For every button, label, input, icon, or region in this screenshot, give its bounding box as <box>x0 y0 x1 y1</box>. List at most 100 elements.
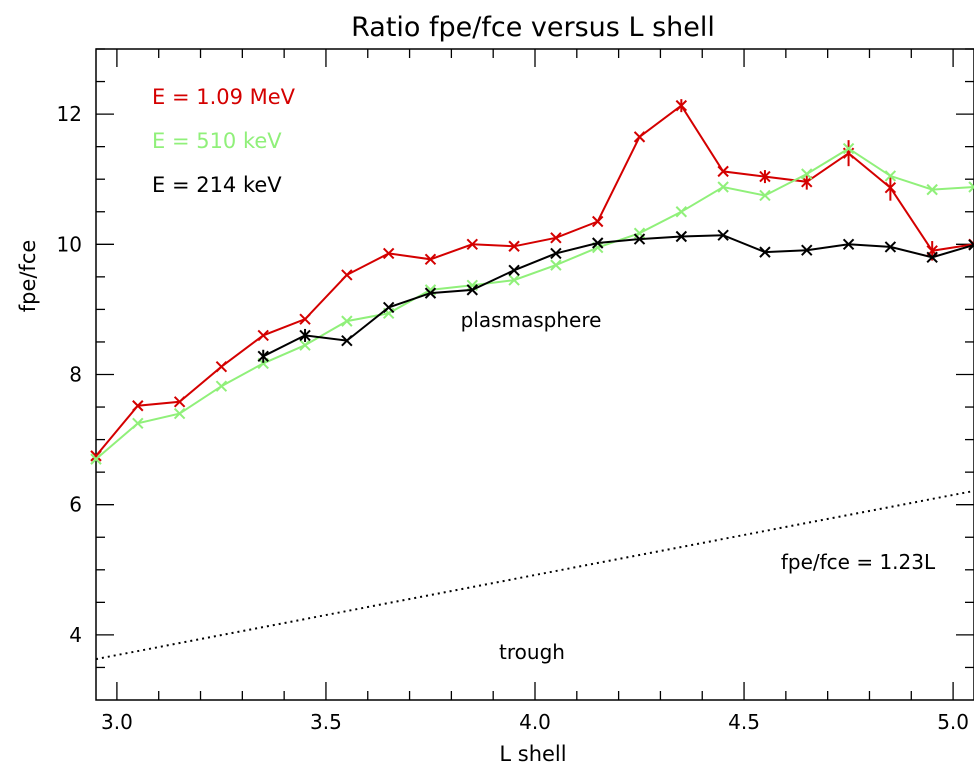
data-point <box>717 165 729 178</box>
data-point <box>424 253 437 265</box>
marker-stroke <box>675 206 688 218</box>
data-point <box>592 215 604 228</box>
chart-title: Ratio fpe/fce versus L shell <box>351 12 715 43</box>
x-tick-label: 4.5 <box>728 710 760 734</box>
marker-stroke <box>508 240 520 252</box>
series-2 <box>90 142 974 465</box>
marker-stroke <box>173 396 186 408</box>
series-line <box>95 104 974 457</box>
marker-stroke <box>299 339 311 351</box>
series-3 <box>257 229 974 363</box>
marker-stroke <box>884 241 897 253</box>
marker-stroke <box>633 233 646 245</box>
data-point <box>132 400 144 412</box>
marker-stroke <box>215 380 228 392</box>
x-axis-label: L shell <box>499 742 566 766</box>
marker-stroke <box>215 360 228 373</box>
reference-line-path <box>95 489 974 661</box>
data-point <box>675 99 688 113</box>
y-tick-label: 12 <box>57 102 82 126</box>
data-point <box>675 206 688 218</box>
data-point <box>466 284 478 296</box>
x-tick-label: 5.0 <box>937 710 969 734</box>
data-point <box>759 170 771 184</box>
data-point <box>508 274 520 286</box>
annotation-formula: fpe/fce = 1.23L <box>781 550 936 574</box>
marker-stroke <box>466 279 478 292</box>
data-point <box>550 232 562 244</box>
data-point <box>633 233 646 245</box>
x-tick-label: 3.0 <box>101 710 133 734</box>
data-point <box>717 229 729 241</box>
marker-stroke <box>466 238 478 251</box>
data-point <box>299 313 311 325</box>
data-point <box>801 244 813 256</box>
data-point <box>382 301 395 314</box>
data-point <box>466 238 478 251</box>
marker-stroke <box>90 453 102 465</box>
data-point <box>424 287 437 299</box>
marker-stroke <box>842 142 855 155</box>
data-point <box>90 453 102 465</box>
marker-stroke <box>842 238 855 251</box>
data-point <box>550 259 562 271</box>
marker-stroke <box>717 181 729 193</box>
data-point <box>173 407 186 420</box>
marker-stroke <box>592 237 604 249</box>
data-point <box>884 174 897 201</box>
marker-stroke <box>90 450 102 462</box>
data-point <box>759 189 771 202</box>
marker-stroke <box>926 183 938 196</box>
marker-stroke <box>299 313 311 325</box>
data-point <box>675 230 688 243</box>
marker-stroke <box>926 251 938 264</box>
marker-stroke <box>466 284 478 296</box>
data-point <box>215 360 228 373</box>
marker-stroke <box>132 417 144 430</box>
series-line <box>262 234 974 358</box>
data-point <box>508 264 520 277</box>
marker-stroke <box>341 334 353 347</box>
data-point <box>968 239 974 251</box>
marker-stroke <box>675 230 688 243</box>
series-group <box>90 99 974 465</box>
marker-stroke <box>132 400 144 412</box>
marker-stroke <box>382 247 395 260</box>
data-point <box>341 315 353 327</box>
reference-line <box>95 489 974 661</box>
data-point <box>801 168 813 180</box>
series-line <box>95 147 974 460</box>
marker-stroke <box>341 315 353 327</box>
marker-stroke <box>717 165 729 178</box>
data-point <box>341 269 353 281</box>
marker-stroke <box>550 259 562 271</box>
data-point <box>257 329 269 342</box>
marker-stroke <box>508 274 520 286</box>
marker-stroke <box>633 131 646 143</box>
data-point <box>257 349 269 363</box>
marker-stroke <box>759 246 771 258</box>
data-point <box>132 417 144 430</box>
x-tick-label: 4.0 <box>519 710 551 734</box>
y-tick-label: 8 <box>69 363 82 387</box>
marker-stroke <box>592 241 604 254</box>
data-point <box>508 240 520 252</box>
axis-tick-labels: 3.0 3.5 4.0 4.5 5.0 4 6 8 10 12 <box>57 102 969 734</box>
series-1 <box>90 99 974 462</box>
data-point <box>173 396 186 408</box>
data-point <box>299 328 311 342</box>
legend: E = 1.09 MeV E = 510 keV E = 214 keV <box>152 85 296 197</box>
data-point <box>884 241 897 253</box>
data-point <box>341 334 353 347</box>
marker-stroke <box>592 215 604 228</box>
marker-stroke <box>968 243 974 251</box>
marker-stroke <box>968 239 974 247</box>
marker-stroke <box>717 229 729 241</box>
legend-entry-1: E = 1.09 MeV <box>152 85 296 109</box>
data-point <box>717 181 729 193</box>
y-tick-label: 6 <box>69 493 82 517</box>
x-tick-label: 3.5 <box>310 710 342 734</box>
data-point <box>968 181 974 193</box>
data-point <box>926 251 938 264</box>
